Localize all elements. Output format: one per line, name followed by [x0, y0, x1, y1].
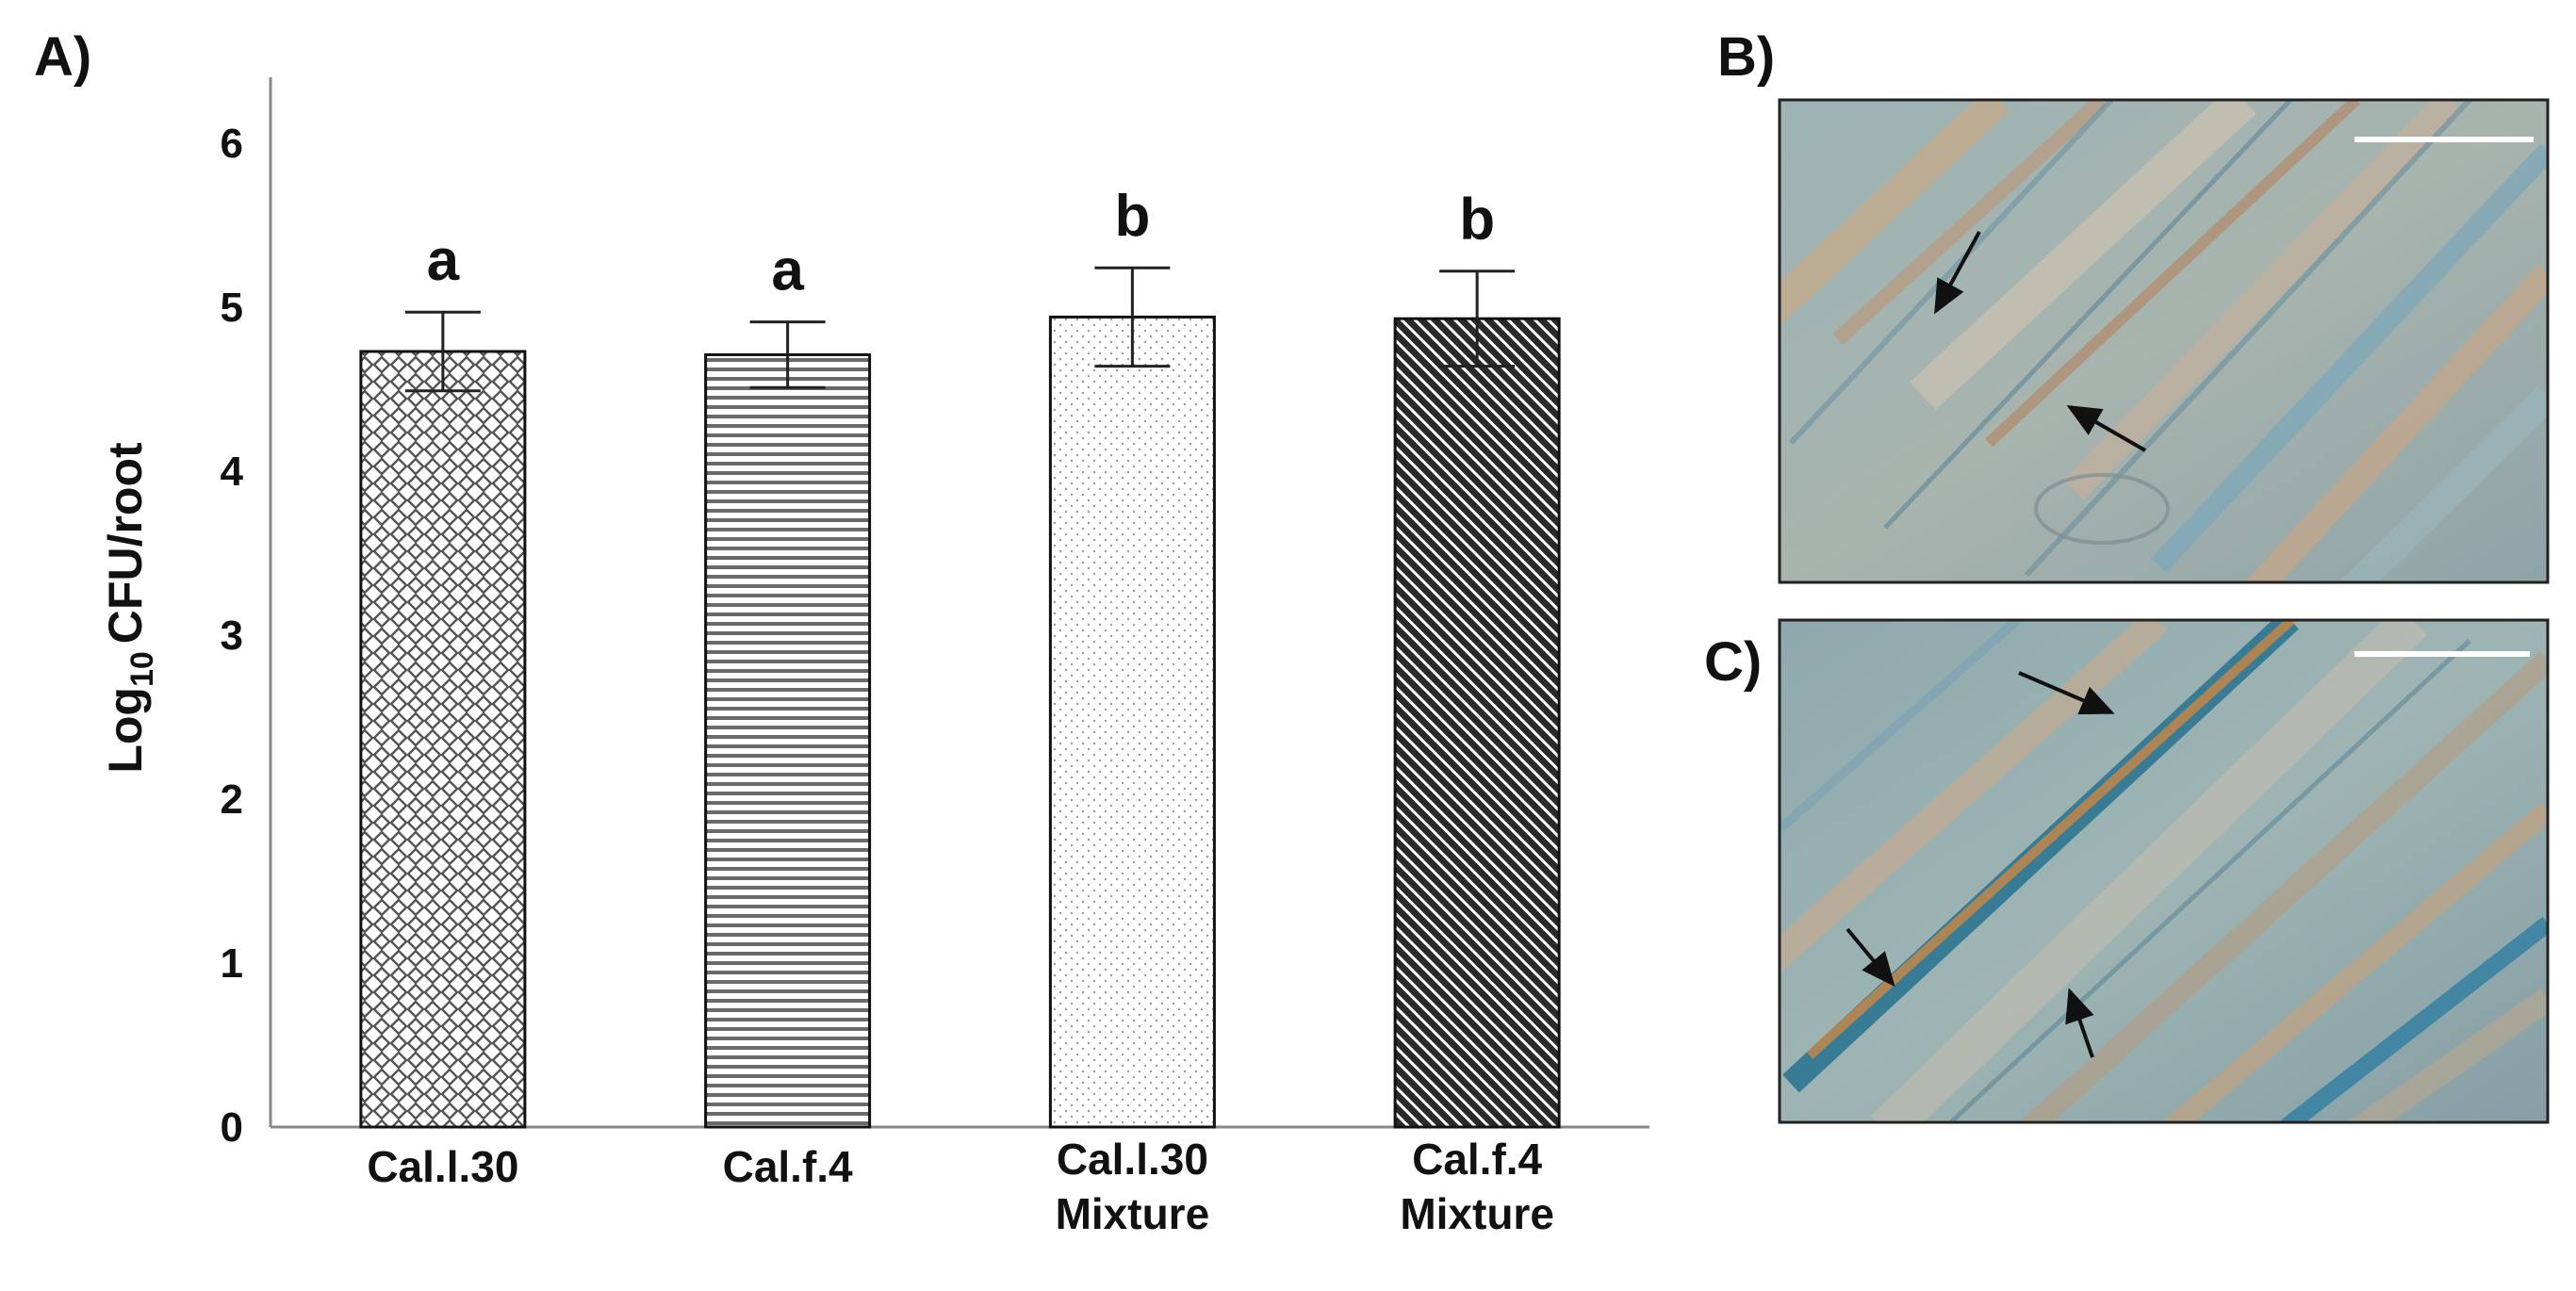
- micrograph-c-fibers: [1780, 620, 2548, 1122]
- bar: [704, 352, 872, 1129]
- panel-label-a: A): [34, 26, 91, 88]
- panel-label-b: B): [1717, 26, 1775, 88]
- y-tick-label: 0: [221, 1104, 243, 1151]
- x-category-label: Cal.f.4 Mixture: [1400, 1135, 1554, 1238]
- error-bar: [1094, 266, 1171, 368]
- micrograph-c-border: [1778, 618, 2550, 1124]
- y-axis-label: Log10 CFU/root: [99, 442, 160, 774]
- micrograph-b-arrow-2: [2066, 405, 2146, 452]
- y-tick-labels: 0 1 2 3 4 5 6: [221, 121, 244, 1151]
- panel-label-c: C): [1704, 631, 1762, 693]
- bar: [359, 350, 527, 1129]
- micrograph-c: [1778, 618, 2550, 1124]
- x-category-label-line: Mixture: [1056, 1189, 1210, 1238]
- x-category-label-line: Cal.l.30: [1057, 1135, 1208, 1184]
- error-bar: [404, 310, 481, 393]
- y-axis-label-suffix: CFU/root: [99, 442, 152, 644]
- y-tick-label: 3: [221, 613, 243, 659]
- y-tick-label: 2: [221, 776, 243, 823]
- x-category-label: Cal.f.4: [723, 1142, 853, 1191]
- y-tick-label: 1: [221, 940, 243, 987]
- x-category-label-line: Mixture: [1400, 1189, 1554, 1238]
- significance-label: b: [1459, 188, 1495, 253]
- bars: a Cal.l.30 a Cal.f.4 b Cal.l.30 Mixture b Cal.f.…: [359, 184, 1561, 1238]
- y-tick-label: 6: [221, 121, 243, 167]
- y-axis-label-prefix: Log: [99, 687, 152, 774]
- x-category-label-line: Cal.f.4: [723, 1142, 853, 1191]
- significance-label: b: [1114, 184, 1150, 249]
- significance-label: a: [427, 228, 460, 293]
- micrograph-b-border: [1778, 98, 2550, 584]
- micrograph-c-arrow-3: [2065, 988, 2094, 1058]
- y-tick-label: 4: [221, 449, 244, 495]
- micrograph-b-fibers: [1780, 100, 2548, 582]
- bar: [1048, 315, 1216, 1129]
- y-axis-label-subscript: 10: [124, 651, 160, 687]
- significance-label: a: [771, 238, 804, 303]
- error-bar: [749, 320, 826, 389]
- error-bar: [1439, 270, 1516, 368]
- x-category-label-line: Cal.f.4: [1412, 1135, 1542, 1184]
- bar: [1393, 317, 1561, 1129]
- micrograph-b: [1778, 98, 2550, 584]
- micrograph-c-arrow-1: [2018, 671, 2115, 715]
- micrograph-b-arrow-1: [1934, 231, 1981, 315]
- bar-chart: 0 1 2 3 4 5 6 Log10 CFU/root a Cal.l.30 a Cal.f.4 b…: [99, 77, 1649, 1238]
- y-tick-label: 5: [221, 285, 243, 331]
- micrograph-c-arrow-2: [1846, 927, 1895, 988]
- x-category-label: Cal.l.30: [367, 1142, 518, 1191]
- x-category-label: Cal.l.30 Mixture: [1056, 1135, 1210, 1238]
- x-category-label-line: Cal.l.30: [367, 1142, 518, 1191]
